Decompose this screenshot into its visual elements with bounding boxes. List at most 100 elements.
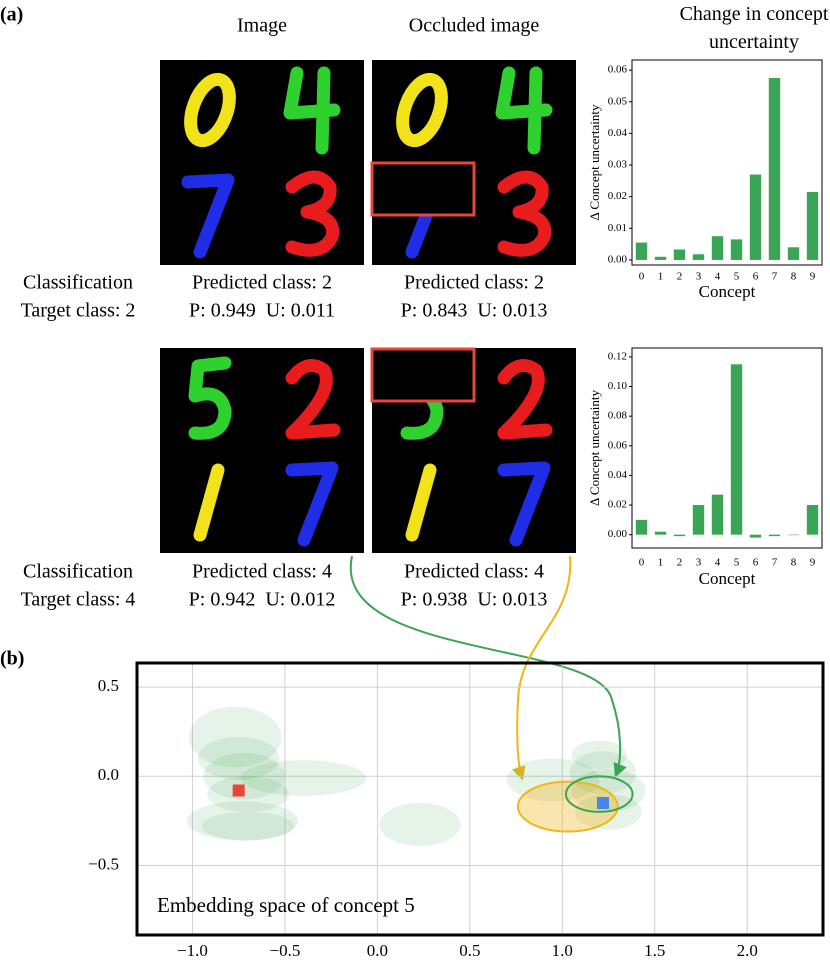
embedding-point <box>232 784 245 797</box>
y-tick-label: 0.04 <box>608 469 628 481</box>
embedding-ellipse <box>571 740 627 770</box>
y-tick-label: 0.12 <box>608 350 627 362</box>
x-tick-label: 1 <box>658 557 664 569</box>
embedding-ellipse <box>198 737 280 780</box>
x-axis-label: Concept <box>699 569 756 588</box>
y-tick-label: 0.06 <box>608 439 628 451</box>
embedding-ellipse <box>240 760 367 796</box>
y-tick-label: 0.03 <box>608 159 628 171</box>
row-label: Classification <box>23 272 133 294</box>
arrow <box>349 555 627 778</box>
y-axis-label: Δ Concept uncertainty <box>587 104 602 220</box>
y-axis-label: Δ Concept uncertainty <box>587 390 602 506</box>
chart-title: Change in concept uncertainty <box>679 3 829 53</box>
bar <box>654 256 667 260</box>
x-tick-label: 1.0 <box>552 941 573 960</box>
bar <box>692 254 705 260</box>
bar <box>692 505 705 535</box>
bar <box>730 239 743 260</box>
annotation: Embedding space of concept 5 <box>157 893 415 917</box>
column-header: Image <box>237 15 287 37</box>
bar <box>673 534 686 537</box>
panel-label: (b) <box>0 648 24 670</box>
x-tick-label: 8 <box>791 271 797 283</box>
x-tick-label: 7 <box>772 557 778 569</box>
bar <box>711 494 724 535</box>
x-tick-label: 3 <box>696 271 702 283</box>
panel-label: (a) <box>0 4 23 26</box>
y-tick-label: −0.5 <box>88 854 119 873</box>
x-tick-label: 9 <box>810 557 816 569</box>
row-label: Target class: 2 <box>21 300 136 322</box>
bar <box>635 519 648 535</box>
bar <box>749 534 762 538</box>
x-tick-label: 7 <box>772 271 778 283</box>
y-tick-label: 0.01 <box>608 222 627 234</box>
x-tick-label: 0 <box>639 557 645 569</box>
bar <box>730 364 743 535</box>
bar <box>768 534 781 537</box>
x-tick-label: 5 <box>734 557 740 569</box>
embedding-ellipse <box>201 811 295 841</box>
plot-frame <box>135 661 825 937</box>
x-tick-label: −1.0 <box>177 941 208 960</box>
bar <box>711 236 724 260</box>
x-tick-label: 5 <box>734 271 740 283</box>
x-tick-label: 3 <box>696 557 702 569</box>
embedding-ellipse <box>203 753 285 800</box>
x-tick-label: 2 <box>677 557 683 569</box>
y-tick-label: 0.04 <box>608 127 628 139</box>
x-tick-label: 0 <box>639 271 645 283</box>
y-tick-label: 0.5 <box>98 676 119 695</box>
bar <box>749 174 762 260</box>
embedding-ellipse <box>186 801 298 841</box>
bar <box>635 242 648 260</box>
y-tick-label: 0.06 <box>608 64 628 76</box>
x-axis-label: Concept <box>699 282 756 301</box>
plot-frame <box>631 59 823 266</box>
stats: P: 0.942 U: 0.012 <box>189 589 336 611</box>
bar <box>787 247 800 260</box>
x-tick-label: 9 <box>810 271 816 283</box>
y-tick-label: 0.0 <box>98 765 119 784</box>
row-label: Target class: 4 <box>21 589 136 611</box>
image <box>160 60 364 265</box>
x-tick-label: 0.5 <box>459 941 480 960</box>
bar <box>673 249 686 260</box>
embedding-ellipse <box>188 706 282 768</box>
highlight-ellipse <box>516 780 619 833</box>
x-tick-label: −0.5 <box>270 941 301 960</box>
bar <box>768 78 781 260</box>
x-tick-label: 0.0 <box>367 941 388 960</box>
x-tick-label: 1.5 <box>644 941 665 960</box>
prediction: Predicted class: 4 <box>192 561 332 583</box>
y-tick-label: 0.02 <box>608 190 627 202</box>
bar <box>806 505 819 535</box>
bar <box>806 191 819 260</box>
y-tick-label: 0.00 <box>608 528 628 540</box>
embedding-ellipse <box>207 776 289 812</box>
stats: P: 0.938 U: 0.013 <box>401 589 548 611</box>
x-tick-label: 4 <box>715 557 721 569</box>
x-tick-label: 2 <box>677 271 683 283</box>
x-tick-label: 8 <box>791 557 797 569</box>
occluded-image <box>370 60 576 265</box>
y-tick-label: 0.02 <box>608 499 627 511</box>
prediction: Predicted class: 4 <box>404 561 544 583</box>
y-tick-label: 0.00 <box>608 253 628 265</box>
x-tick-label: 4 <box>715 271 721 283</box>
bar <box>787 534 800 536</box>
x-tick-label: 2.0 <box>737 941 758 960</box>
x-tick-label: 6 <box>753 271 759 283</box>
image <box>160 348 364 553</box>
highlight-ellipse <box>564 775 634 813</box>
bar <box>654 531 667 535</box>
y-tick-label: 0.08 <box>608 410 628 422</box>
occluded-image <box>370 347 576 553</box>
x-tick-label: 1 <box>658 271 664 283</box>
embedding-ellipse <box>571 769 646 812</box>
row-label: Classification <box>23 561 133 583</box>
prediction: Predicted class: 2 <box>404 272 544 294</box>
